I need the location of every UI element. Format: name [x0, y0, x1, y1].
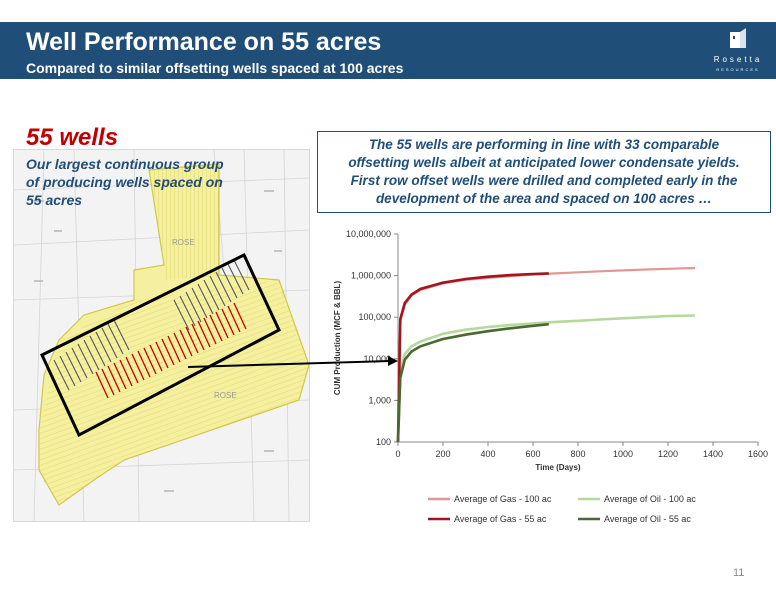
x-tick-label: 600	[525, 449, 540, 459]
x-tick-label: 800	[570, 449, 585, 459]
wells-desc-line: of producing wells spaced on	[26, 174, 223, 190]
page-number: 11	[733, 567, 745, 579]
y-tick-label: 100	[376, 437, 391, 447]
series-line	[396, 314, 696, 443]
callout-line: offsetting wells albeit at anticipated l…	[348, 155, 740, 170]
x-axis-label: Time (Days)	[535, 463, 581, 472]
x-tick-label: 1000	[613, 449, 633, 459]
legend-label: Average of Oil - 55 ac	[604, 514, 691, 524]
y-tick-label: 1,000	[368, 395, 391, 405]
callout-line: First row offset wells were drilled and …	[350, 173, 738, 188]
logo-sub: RESOURCES	[716, 67, 760, 72]
chart-svg: 10,000,000 1,000,000 100,000 10,000 1,000 100…	[333, 229, 768, 524]
x-tick-label: 200	[435, 449, 450, 459]
legend-label: Average of Gas - 100 ac	[454, 494, 552, 504]
wells-title: 55 wells	[26, 124, 119, 151]
x-tick-label: 1400	[703, 449, 723, 459]
wells-desc-line: Our largest continuous group	[26, 156, 224, 172]
series-line	[396, 266, 696, 443]
y-axis-label: CUM Production (MCF & BBL)	[333, 281, 342, 396]
callout-line: development of the area and spaced on 10…	[375, 191, 713, 206]
y-tick-label: 100,000	[358, 312, 391, 322]
legend-label: Average of Oil - 100 ac	[604, 494, 696, 504]
x-tick-label: 1200	[658, 449, 678, 459]
map-graphic: ROSE ROSE	[14, 150, 309, 521]
y-tick-label: 10,000,000	[346, 229, 391, 239]
title-banner: Well Performance on 55 acres Compared to…	[0, 22, 776, 79]
wells-100ac	[53, 259, 250, 391]
map-label-rose-2: ROSE	[214, 391, 237, 400]
x-tick-label: 400	[480, 449, 495, 459]
wells-description: Our largest continuous group of producin…	[26, 155, 276, 209]
map-label-rose-1: ROSE	[172, 238, 195, 247]
x-tick-label: 1600	[748, 449, 768, 459]
series-line	[396, 322, 549, 443]
y-tick-label: 10,000	[363, 354, 391, 364]
legend-label: Average of Gas - 55 ac	[454, 514, 547, 524]
x-tick-label: 0	[395, 449, 400, 459]
page-title: Well Performance on 55 acres	[26, 28, 382, 56]
callout-line: The 55 wells are performing in line with…	[368, 137, 720, 152]
company-logo: Rosetta RESOURCES	[706, 26, 770, 76]
well-map: ROSE ROSE	[13, 149, 310, 522]
page-subtitle: Compared to similar offsetting wells spa…	[26, 60, 404, 76]
highlight-box	[40, 252, 281, 438]
wells-desc-line: 55 acres	[26, 192, 83, 208]
logo-name: Rosetta	[713, 55, 763, 64]
production-chart: 10,000,000 1,000,000 100,000 10,000 1,000 100…	[328, 222, 776, 540]
callout-box: The 55 wells are performing in line with…	[317, 131, 771, 213]
wells-55ac	[95, 302, 247, 399]
y-tick-label: 1,000,000	[351, 271, 391, 281]
series-line	[396, 272, 549, 443]
tower-icon	[730, 28, 746, 48]
